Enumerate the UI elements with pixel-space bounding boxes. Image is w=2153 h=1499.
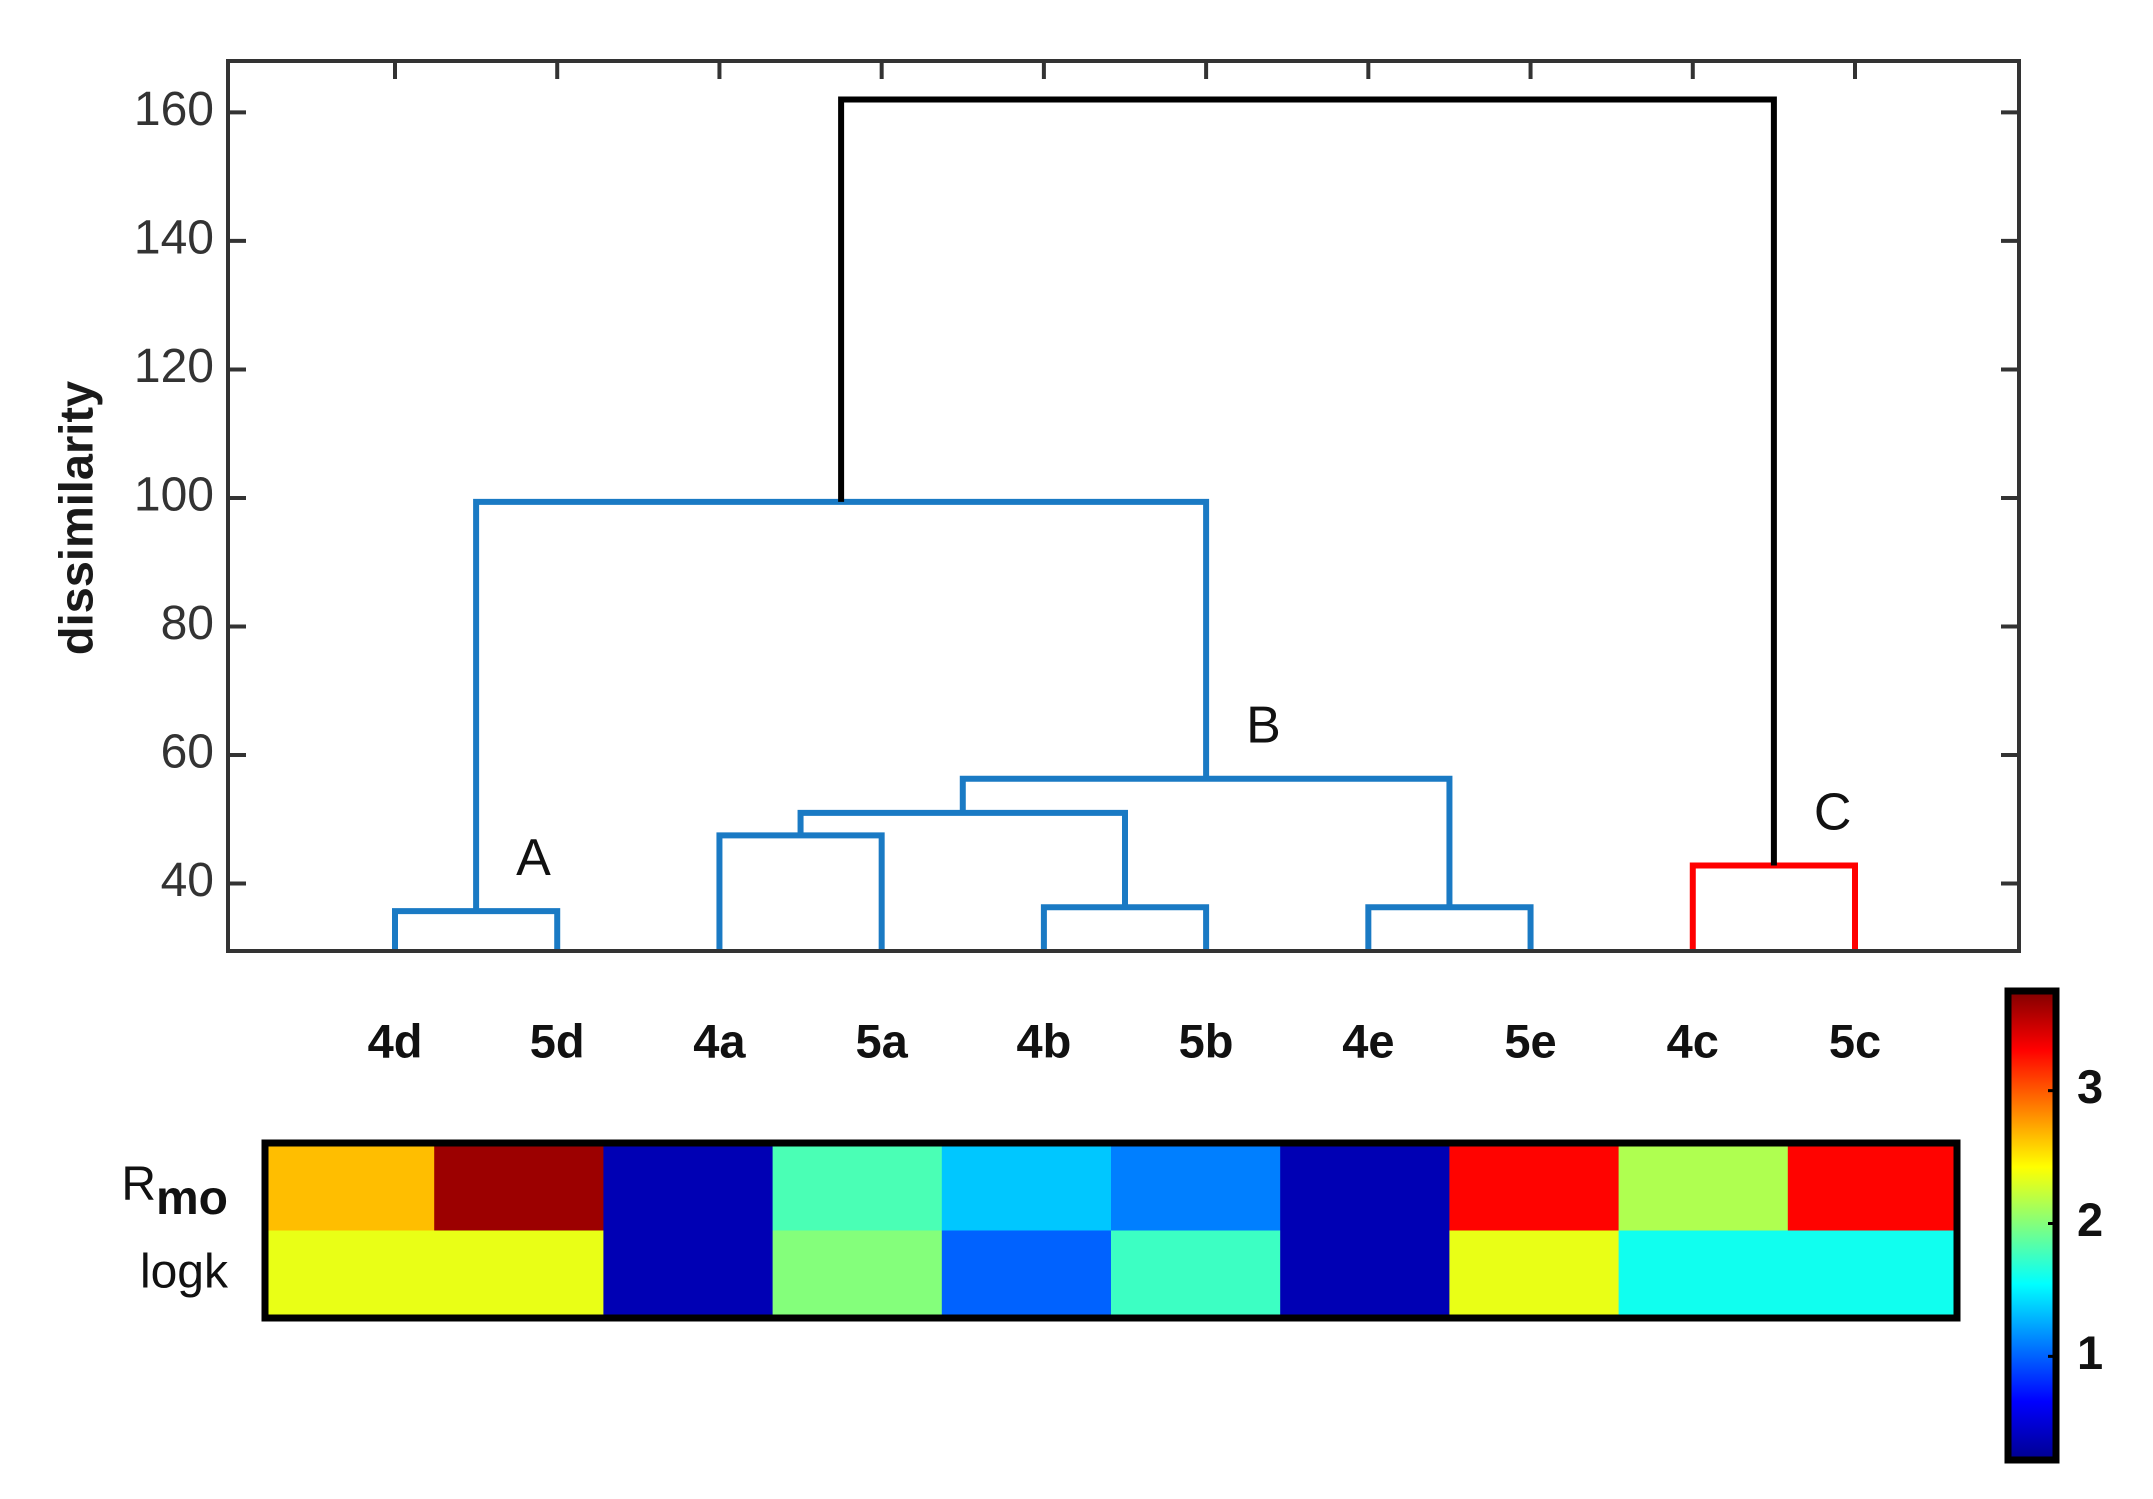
link — [838, 96, 1777, 866]
cluster-label: A — [516, 829, 551, 887]
link — [959, 775, 1453, 908]
heatmap-cell — [1618, 1230, 1789, 1319]
y-tick-label: 140 — [134, 212, 214, 265]
heatmap-cell — [1449, 1230, 1620, 1319]
cluster-label: B — [1246, 697, 1281, 755]
row-label: Rmo — [121, 1157, 228, 1224]
y-tick-label: 120 — [134, 340, 214, 393]
heatmap-cell — [1618, 1143, 1789, 1231]
heatmap-cell — [772, 1230, 943, 1319]
leaf-label: 4a — [693, 1014, 746, 1067]
y-axis-label: dissimilarity — [49, 381, 102, 655]
leaf-label: 5b — [1179, 1014, 1234, 1067]
y-tick-label: 80 — [161, 597, 214, 650]
plot-frame — [226, 59, 2021, 953]
row-label-text: logk — [140, 1245, 229, 1298]
link — [473, 498, 1210, 912]
heatmap-cell — [941, 1143, 1112, 1231]
heatmap-cell — [1787, 1143, 1958, 1231]
heatmap-cell — [434, 1230, 604, 1319]
heatmap-cell — [603, 1143, 774, 1231]
row-label-subscript: mo — [156, 1171, 228, 1224]
colorbar-tick-label: 3 — [2077, 1060, 2103, 1113]
heatmap-cell — [1280, 1143, 1450, 1231]
leaf-label: 4b — [1016, 1014, 1071, 1067]
heatmap-cell — [434, 1143, 604, 1231]
heatmap-cell — [1111, 1230, 1281, 1319]
link — [797, 809, 1128, 908]
colorbar-tick-label: 1 — [2077, 1326, 2103, 1379]
heatmap-cell — [772, 1143, 943, 1231]
link — [1040, 904, 1210, 951]
heatmap-cell — [1787, 1230, 1958, 1319]
colorbar-tick-label: 2 — [2077, 1193, 2103, 1246]
heatmap-cell — [1449, 1143, 1620, 1231]
row-label-text: R — [121, 1157, 156, 1210]
leaf-label: 4c — [1667, 1014, 1719, 1067]
leaf-label: 5c — [1829, 1014, 1881, 1067]
y-tick-label: 40 — [161, 854, 214, 907]
heatmap-cell — [941, 1230, 1112, 1319]
heatmap-cell — [1111, 1143, 1281, 1231]
link — [392, 908, 561, 951]
link — [1365, 904, 1534, 951]
leaf-label: 4d — [368, 1014, 423, 1067]
heatmap-cell — [603, 1230, 774, 1319]
heatmap-frame — [261, 1139, 1961, 1322]
heatmap-cell — [265, 1230, 435, 1319]
leaf-label: 5a — [856, 1014, 909, 1067]
leaf-label: 4e — [1342, 1014, 1394, 1067]
y-tick-label: 160 — [134, 83, 214, 136]
heatmap-cell — [1280, 1230, 1450, 1319]
cluster-label: C — [1814, 783, 1852, 841]
y-tick-label: 100 — [134, 469, 214, 522]
row-label: logk — [140, 1245, 229, 1298]
y-tick-label: 60 — [161, 726, 214, 779]
heatmap-cell — [265, 1143, 435, 1231]
leaf-label: 5e — [1504, 1014, 1556, 1067]
link — [1689, 862, 1858, 951]
colorbar — [2004, 987, 2060, 1464]
link — [716, 832, 885, 951]
leaf-label: 5d — [530, 1014, 585, 1067]
